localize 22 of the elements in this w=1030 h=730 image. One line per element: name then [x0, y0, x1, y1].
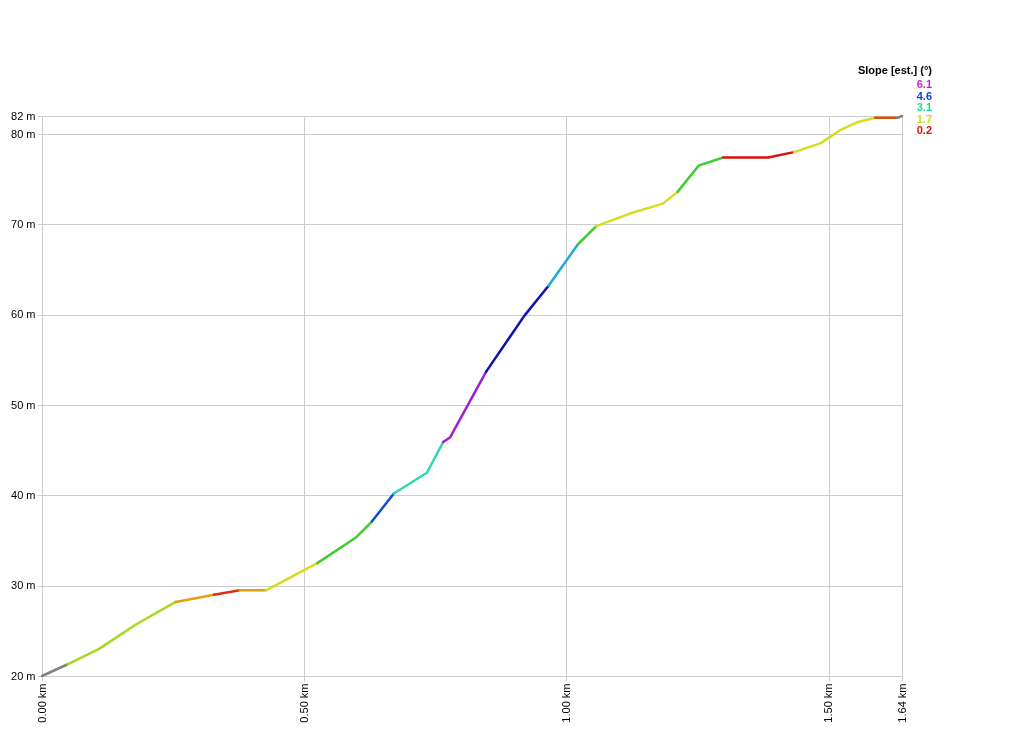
x-tick-label: 0.00 km [35, 683, 48, 723]
text: 0.2 [916, 124, 932, 136]
text: 3.1 [916, 101, 932, 113]
y-tick-label: 82 m [11, 109, 36, 122]
y-tick-label: 50 m [11, 398, 36, 411]
text: 1.7 [916, 112, 932, 125]
y-tick-label: 60 m [11, 308, 36, 321]
line-series [792, 116, 877, 154]
text: 4.6 [916, 89, 932, 102]
y-tick-label: 80 m [11, 127, 36, 140]
x-tick-label: 1.00 km [559, 683, 572, 723]
line-series [595, 190, 679, 228]
x-tick-label: 1.50 km [822, 683, 835, 723]
y-tick-label: 40 m [11, 488, 36, 501]
y-tick-label: 30 m [11, 579, 36, 592]
y-tick-label: 70 m [11, 217, 36, 230]
x-tick-label: 1.64 km [895, 683, 908, 723]
text: 6.1 [916, 78, 932, 90]
y-tick-label: 20 m [11, 669, 36, 682]
x-tick-label: 0.50 km [297, 683, 310, 723]
line-series [66, 600, 177, 666]
legend-title: Slope [est.] (°) [857, 64, 933, 76]
